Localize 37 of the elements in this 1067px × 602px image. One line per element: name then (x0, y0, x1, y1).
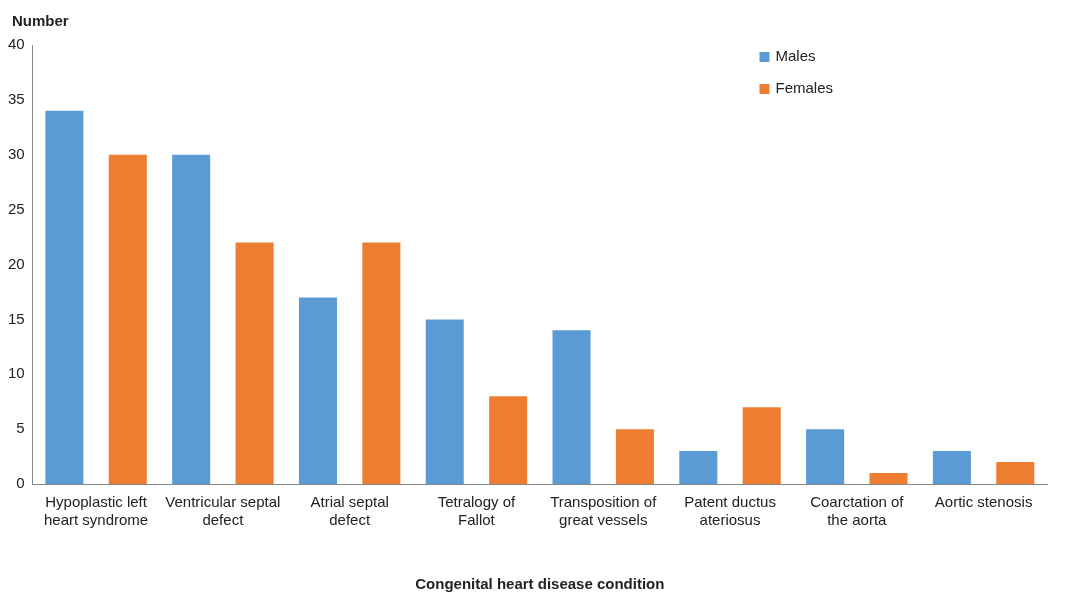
y-tick-label: 30 (8, 144, 25, 162)
bar (235, 242, 274, 484)
bar (932, 451, 971, 484)
bar (869, 473, 908, 484)
bar (108, 154, 147, 484)
bar (45, 110, 84, 484)
bar (806, 429, 845, 484)
x-tick-label: Transposition of great vessels (550, 493, 658, 529)
bar (172, 154, 211, 484)
x-tick-label: Ventricular septal defect (165, 493, 281, 529)
y-tick-label: 25 (8, 199, 25, 217)
bar (742, 407, 781, 484)
x-tick-label: Atrial septal defect (310, 493, 389, 529)
y-tick-label: 10 (8, 364, 25, 382)
y-tick-label: 40 (8, 35, 25, 53)
x-tick-label: Hypoplastic left heart syndrome (43, 493, 149, 529)
x-tick-label: Coarctation of the aorta (810, 493, 905, 529)
bar (489, 396, 528, 484)
y-tick-label: 35 (8, 90, 25, 108)
bar (362, 242, 401, 484)
legend-label: Females (775, 79, 834, 97)
x-tick-label: Tetralogy of Fallot (437, 493, 517, 529)
bar (679, 451, 718, 484)
y-tick-label: 20 (8, 254, 25, 272)
bar (298, 297, 337, 484)
y-tick-label: 5 (16, 419, 25, 437)
bar (552, 330, 591, 484)
x-tick-label: Aortic stenosis (934, 493, 1033, 511)
x-tick-label: Patent ductus ateriosus (684, 493, 776, 529)
y-tick-label: 15 (8, 309, 25, 327)
bar (425, 319, 464, 484)
x-axis-title: Congenital heart disease condition (415, 575, 665, 593)
bar (615, 429, 654, 484)
bar (996, 462, 1035, 484)
y-axis-title: Number (12, 12, 69, 29)
legend-label: Males (775, 47, 816, 65)
y-tick-label: 0 (16, 474, 25, 492)
